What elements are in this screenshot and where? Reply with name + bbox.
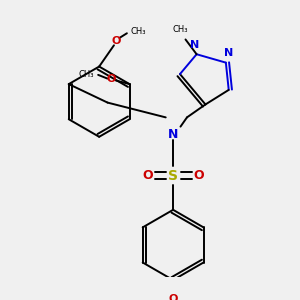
Text: O: O	[142, 169, 152, 182]
Text: N: N	[168, 128, 178, 140]
Text: O: O	[194, 169, 204, 182]
Text: S: S	[168, 169, 178, 183]
Text: O: O	[168, 293, 178, 300]
Text: CH₃: CH₃	[79, 70, 94, 80]
Text: N: N	[224, 48, 233, 58]
Text: CH₃: CH₃	[130, 27, 146, 36]
Text: O: O	[106, 74, 116, 85]
Text: N: N	[190, 40, 200, 50]
Text: O: O	[111, 36, 121, 46]
Text: CH₃: CH₃	[172, 25, 188, 34]
